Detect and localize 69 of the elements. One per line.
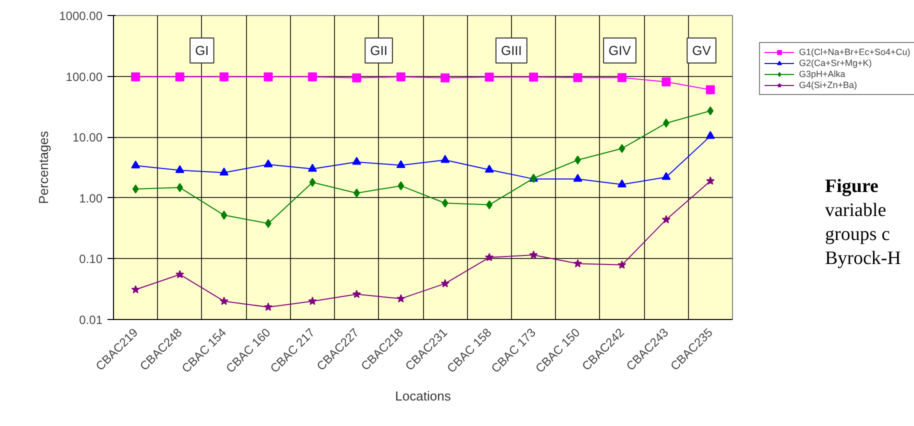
point — [264, 72, 273, 82]
point — [529, 72, 538, 82]
annotation: GII — [370, 42, 388, 58]
point — [485, 252, 494, 262]
point — [308, 72, 317, 82]
legend-label: G4(Si+Zn+Ba) — [799, 80, 858, 90]
point — [573, 73, 582, 82]
annotation: GIII — [500, 42, 522, 58]
point — [484, 164, 494, 173]
point — [352, 290, 361, 298]
text: groups c — [825, 223, 891, 247]
point — [264, 302, 273, 311]
point — [706, 176, 715, 185]
point — [662, 172, 671, 180]
y-tick-label: 0.10 — [79, 252, 103, 266]
point — [662, 215, 670, 224]
legend-label: G1(Cl+Na+Br+Ec+So4+Cu) — [799, 47, 910, 57]
point — [617, 73, 626, 82]
point — [220, 296, 228, 305]
point — [308, 164, 317, 172]
point — [220, 72, 229, 82]
point — [484, 72, 494, 82]
y-tick-label: 0.01 — [79, 313, 103, 327]
point — [264, 159, 273, 168]
text: Figure — [825, 175, 880, 199]
point — [442, 198, 448, 208]
point — [309, 178, 316, 187]
legend-label: G2(Ca+Sr+Mg+K) — [799, 58, 872, 68]
point — [529, 250, 538, 259]
point — [175, 165, 184, 174]
point — [131, 72, 140, 82]
point — [220, 210, 228, 220]
annotation: GI — [195, 42, 209, 58]
point — [132, 184, 139, 194]
point — [175, 72, 184, 82]
annotation: GV — [692, 42, 712, 58]
point — [396, 294, 406, 302]
annotation: GIV — [608, 42, 632, 58]
y-tick-label: 1000.00 — [59, 9, 103, 23]
point — [573, 259, 582, 268]
legend-label: G3pH+Alka — [799, 69, 846, 79]
x-axis-title: Locations — [395, 388, 452, 404]
y-tick-label: 100.00 — [66, 70, 103, 84]
y-tick-label: 10.00 — [72, 130, 103, 145]
point — [396, 160, 406, 168]
point — [176, 270, 184, 278]
point — [706, 130, 715, 139]
point — [618, 260, 626, 269]
point — [707, 106, 714, 116]
point — [396, 72, 406, 82]
point — [308, 296, 317, 305]
point — [617, 179, 626, 188]
point — [220, 168, 229, 176]
point — [131, 285, 140, 294]
point — [662, 77, 671, 86]
point — [618, 144, 626, 153]
point — [706, 85, 715, 94]
y-axis-title: Percentages — [36, 130, 52, 204]
point — [440, 154, 450, 163]
point — [131, 160, 140, 168]
point — [352, 73, 362, 82]
text: variable — [825, 199, 888, 223]
text: Byrock-H — [825, 247, 901, 271]
point — [573, 174, 582, 182]
point — [440, 73, 450, 82]
point — [352, 156, 362, 165]
point — [398, 181, 404, 190]
point — [440, 279, 450, 288]
y-tick-label: 1.00 — [79, 191, 103, 206]
